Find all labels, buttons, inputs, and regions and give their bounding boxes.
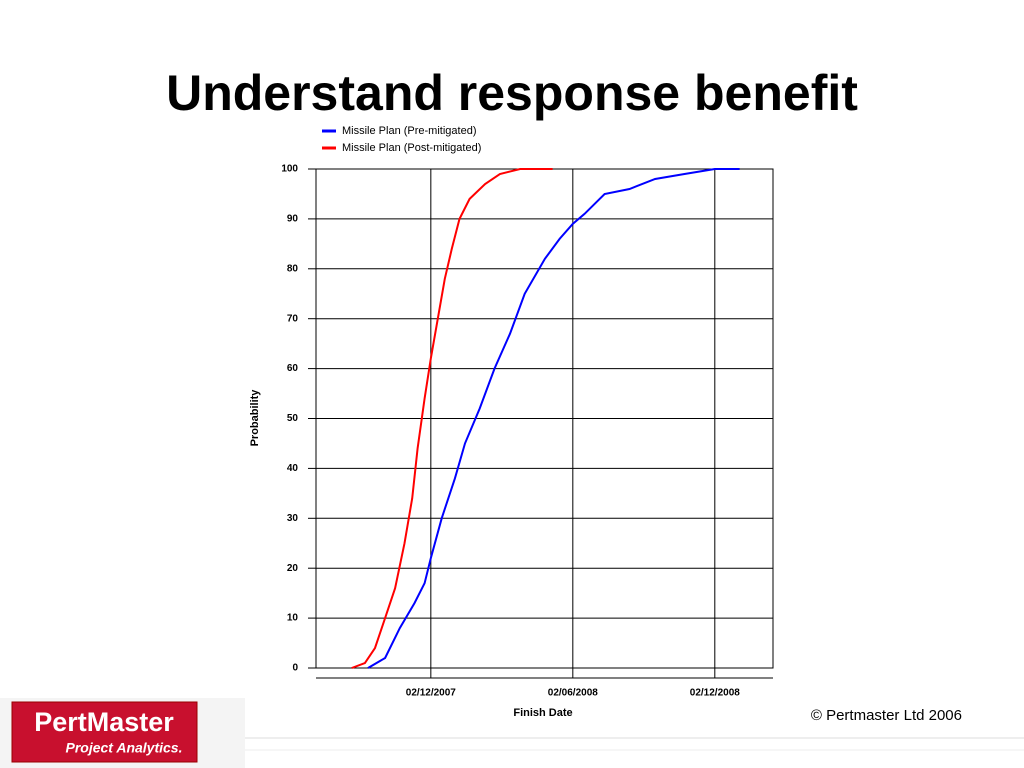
y-tick-label: 20: [287, 563, 299, 574]
y-tick-label: 30: [287, 513, 299, 524]
y-axis-label: Probability: [249, 389, 261, 447]
y-tick-label: 80: [287, 263, 299, 274]
x-tick-label: 02/12/2008: [690, 688, 740, 699]
y-tick-label: 90: [287, 214, 299, 225]
y-tick-label: 50: [287, 413, 299, 424]
logo-tagline: Project Analytics.: [66, 740, 183, 756]
series-line: [367, 168, 740, 669]
y-tick-label: 100: [281, 164, 298, 175]
y-tick-label: 10: [287, 613, 299, 624]
series-line: [351, 168, 553, 669]
legend-label: Missile Plan (Pre-mitigated): [342, 125, 476, 137]
logo-name: PertMaster: [34, 707, 174, 737]
y-tick-label: 40: [287, 463, 299, 474]
y-tick-label: 70: [287, 313, 299, 324]
legend-label: Missile Plan (Post-mitigated): [342, 142, 481, 154]
x-axis-label: Finish Date: [513, 707, 572, 719]
x-tick-label: 02/12/2007: [406, 688, 456, 699]
slide-title: Understand response benefit: [166, 65, 858, 121]
logo-box: [11, 701, 198, 763]
y-tick-label: 0: [292, 663, 298, 674]
y-tick-label: 60: [287, 363, 299, 374]
x-tick-label: 02/06/2008: [548, 688, 598, 699]
footer-copyright: © Pertmaster Ltd 2006: [811, 707, 962, 724]
